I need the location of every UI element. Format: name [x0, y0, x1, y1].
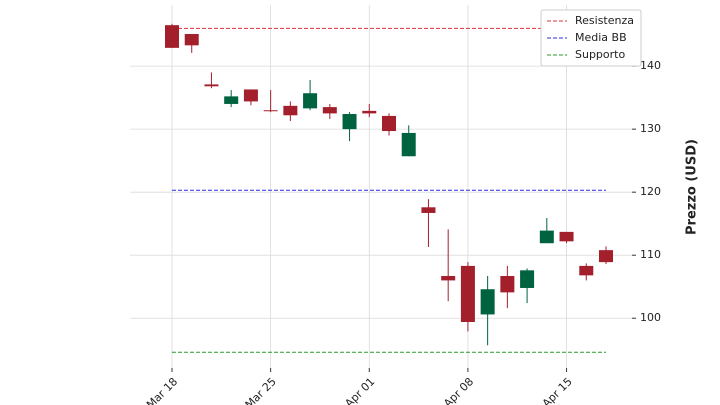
x-tick-label: Apr 08: [441, 375, 476, 405]
x-tick-label: Mar 18: [144, 375, 180, 405]
x-tick-label: Mar 25: [243, 375, 279, 405]
y-tick-label: 100: [640, 311, 661, 324]
y-tick-label: 110: [640, 248, 661, 261]
candle-body: [204, 84, 219, 87]
candle-body: [283, 105, 298, 116]
legend-label: Supporto: [575, 48, 625, 61]
candle-body: [599, 250, 613, 263]
candle-body: [184, 33, 199, 46]
candle-body: [322, 107, 337, 114]
legend-label: Media BB: [575, 31, 627, 44]
candle-body: [303, 93, 318, 109]
candle-body: [559, 231, 574, 242]
candle-body: [520, 270, 535, 288]
candle-body: [421, 207, 436, 213]
candle-body: [401, 132, 416, 157]
y-tick-label: 140: [640, 59, 661, 72]
candle-body: [480, 289, 495, 315]
candle-body: [460, 265, 475, 322]
candle-body: [362, 110, 377, 114]
y-tick-label: 130: [640, 122, 661, 135]
candle-body: [342, 114, 357, 130]
candle-body: [441, 275, 456, 281]
candle-body: [224, 96, 239, 104]
legend-box: [540, 9, 642, 67]
candle-body: [165, 25, 179, 48]
candle-body: [263, 110, 278, 112]
x-tick-label: Apr 15: [540, 375, 575, 405]
y-axis-label: Prezzo (USD): [685, 139, 700, 235]
candle-body: [382, 115, 396, 132]
legend: Resistenza Media BB Supporto: [540, 9, 642, 67]
legend-label: Resistenza: [575, 14, 634, 27]
candle-body: [500, 275, 515, 293]
x-tick-label: Apr 01: [342, 375, 377, 405]
candle-body: [243, 89, 258, 102]
y-tick-label: 120: [640, 185, 661, 198]
candle-body: [539, 230, 554, 244]
candle-body: [579, 265, 594, 276]
